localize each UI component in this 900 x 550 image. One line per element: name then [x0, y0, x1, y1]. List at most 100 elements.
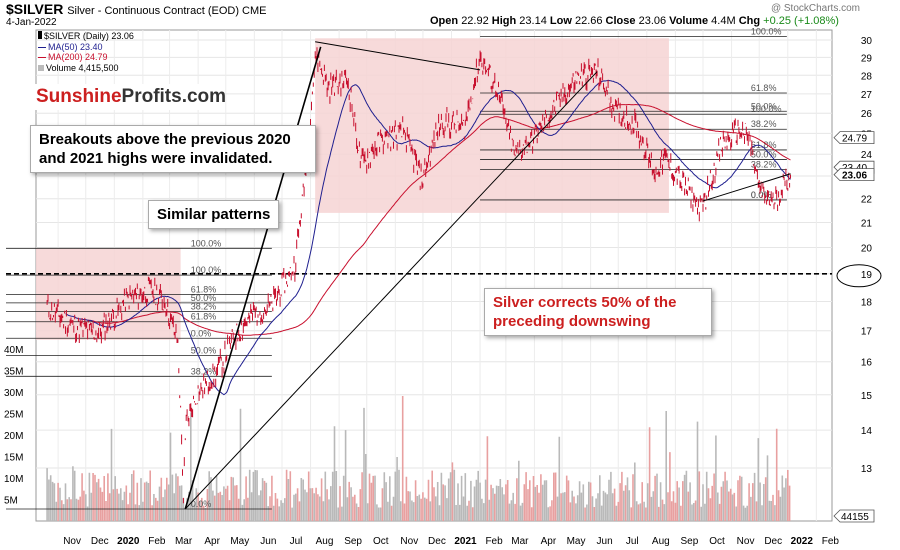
ohlc-readout: Open 22.92 High 23.14 Low 22.66 Close 23…: [430, 15, 839, 27]
fib-2021-label: 50.0%: [751, 150, 777, 160]
fib-2021-label: 0.0%: [751, 190, 772, 200]
sunshine-profits-logo: SunshineProfits.com: [32, 84, 226, 110]
y-tick-label: 22: [861, 195, 873, 206]
symbol-subtitle: Silver - Continuous Contract (EOD) CME: [67, 5, 267, 17]
annotation-silver-corrects: Silver corrects 50% of the preceding dow…: [484, 288, 712, 336]
volume-tick-label: 25M: [4, 410, 23, 421]
legend-ma200: MA(200) 24.79: [38, 52, 134, 63]
x-tick-label: 2022: [791, 536, 814, 547]
x-tick-label: Dec: [91, 536, 109, 547]
volume-flag: [833, 509, 875, 523]
stockcharts-credit[interactable]: @ StockCharts.com: [770, 3, 860, 14]
price-bars: [46, 47, 791, 504]
x-tick-label: Nov: [737, 536, 755, 547]
annotation-similar-patterns: Similar patterns: [148, 200, 280, 229]
fib-2020-label: 0.0%: [191, 499, 212, 509]
symbol-title: $SILVER Silver - Continuous Contract (EO…: [6, 1, 266, 17]
price-flag: [833, 131, 875, 145]
volume-bars-up: [57, 396, 791, 521]
high-value: 23.14: [519, 15, 547, 27]
recent-support: [702, 173, 791, 202]
low-label: Low: [549, 15, 572, 27]
y-tick-label: 20: [861, 244, 873, 255]
x-tick-label: May: [230, 536, 249, 547]
volume-tick-label: 35M: [4, 367, 23, 378]
y-tick-label: 27: [861, 90, 873, 101]
x-tick-label: Aug: [652, 536, 670, 547]
fib-2020-label: 100.0%: [191, 238, 222, 248]
low-value: 22.66: [574, 15, 603, 27]
x-tick-label: Nov: [63, 536, 81, 547]
fib-2021-label: 38.2%: [751, 159, 777, 169]
legend-ma50: MA(50) 23.40: [38, 42, 134, 53]
x-tick-label: Feb: [822, 536, 840, 547]
x-tick-label: Sep: [680, 536, 698, 547]
x-tick-label: Apr: [204, 536, 220, 547]
volume-tick-label: 40M: [4, 345, 23, 356]
ma50-line: [65, 79, 791, 396]
y-tick-label: 30: [861, 36, 873, 47]
x-tick-label: 2020: [117, 536, 140, 547]
fib-2021-label: 50.0%: [751, 101, 777, 111]
fib-2020-label: 38.2%: [191, 366, 217, 376]
fib-2020-label: 100.0%: [191, 265, 222, 275]
x-tick-label: Oct: [373, 536, 389, 547]
y-tick-label: 21: [861, 219, 873, 230]
fib-2021-label: 100.0%: [751, 104, 782, 114]
fib-2020-label: 61.8%: [191, 284, 217, 294]
fib-2020-label: 50.0%: [191, 345, 217, 355]
legend-volume: Volume 4,415,500: [38, 63, 134, 74]
x-tick-label: Jul: [626, 536, 639, 547]
volume-bars-down: [46, 407, 787, 521]
volume-tick-label: 20M: [4, 431, 23, 442]
price-series: [46, 47, 791, 504]
x-tick-label: Dec: [428, 536, 446, 547]
y-tick-label: 26: [861, 109, 873, 120]
price-flag: [833, 168, 875, 182]
volume-tick-label: 10M: [4, 474, 23, 485]
x-tick-label: May: [567, 536, 586, 547]
price-flag-label: 23.06: [842, 171, 867, 182]
x-tick-label: Oct: [709, 536, 725, 547]
y-tick-label: 16: [861, 358, 873, 369]
y-tick-label: 19: [861, 270, 873, 281]
fib-2020-label: 0.0%: [191, 328, 212, 338]
fib-2021-label: 100.0%: [751, 27, 782, 37]
x-tick-label: Aug: [316, 536, 334, 547]
legend-price: $SILVER (Daily) 23.06: [38, 31, 134, 42]
symbol: $SILVER: [6, 1, 64, 17]
y-tick-label: 29: [861, 53, 873, 64]
chart-date: 4-Jan-2022: [6, 17, 57, 28]
y-tick-label: 24: [861, 150, 873, 161]
y-tick-label: 15: [861, 391, 873, 402]
y-tick-label: 28: [861, 71, 873, 82]
fib-2021-label: 0.0%: [751, 190, 772, 200]
fib-2020-label: 61.8%: [191, 312, 217, 322]
high-label: High: [491, 15, 517, 27]
close-label: Close: [605, 15, 636, 27]
x-tick-label: Mar: [511, 536, 529, 547]
level-circle: [836, 264, 882, 288]
x-tick-label: 2021: [454, 536, 477, 547]
x-tick-label: Nov: [400, 536, 418, 547]
fib-2021-label: 61.8%: [751, 83, 777, 93]
volume-tick-label: 5M: [4, 496, 18, 507]
open-label: Open: [430, 15, 459, 27]
x-tick-label: Feb: [485, 536, 503, 547]
fibonacci-levels: 100.0%100.0%61.8%50.0%38.2%61.8%0.0%50.0…: [6, 27, 882, 510]
consolidation-zone: [315, 38, 669, 213]
y-tick-label: 17: [861, 327, 873, 338]
fib-2020-label: 50.0%: [191, 293, 217, 303]
chg-label: Chg: [738, 15, 761, 27]
fib-2021-label: 61.8%: [751, 140, 777, 150]
x-tick-label: Sep: [344, 536, 362, 547]
fib-2021-label: 38.2%: [751, 119, 777, 129]
y-tick-label: 13: [861, 464, 873, 475]
y-tick-label: 14: [861, 426, 873, 437]
resistance-line: [315, 41, 481, 71]
volume-value: 4.4M: [711, 15, 736, 27]
x-tick-label: Jun: [260, 536, 276, 547]
price-flag-label: 24.79: [842, 134, 867, 145]
fib-2020-label: 38.2%: [191, 301, 217, 311]
x-tick-label: Feb: [148, 536, 166, 547]
